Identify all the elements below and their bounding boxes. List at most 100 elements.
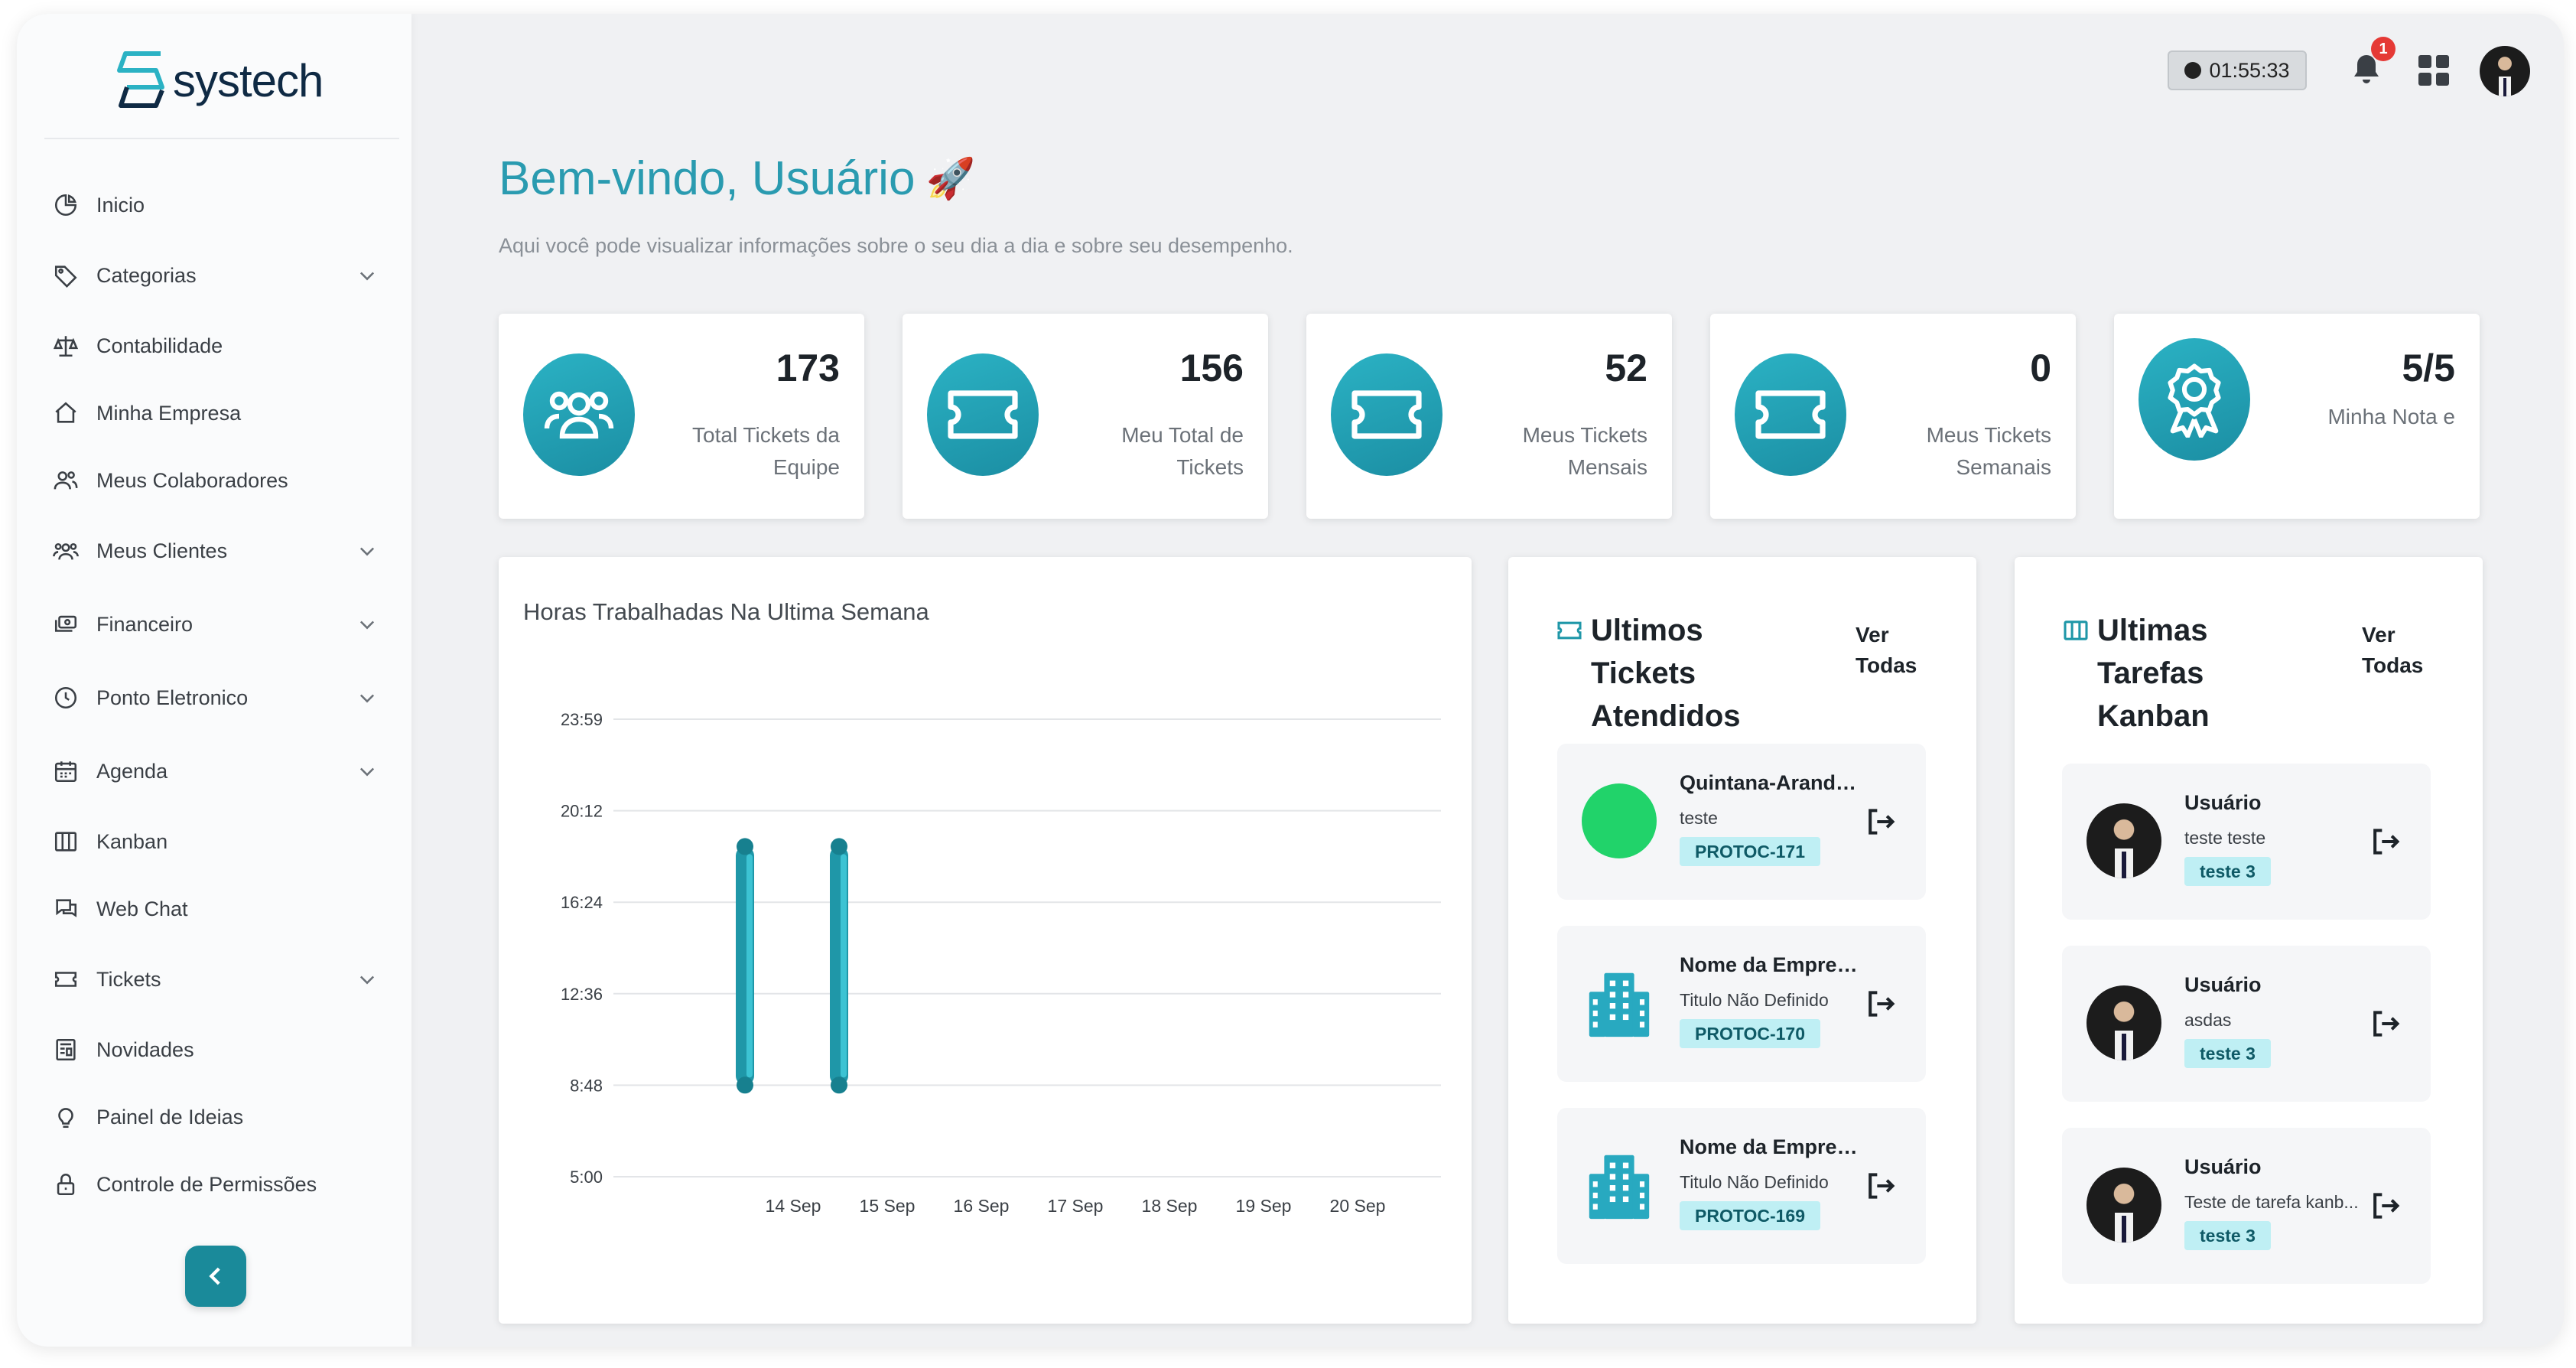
x-tick-label: 16 Sep <box>954 1196 1010 1216</box>
stat-card-my-total-tickets: 156 Meu Total de Tickets <box>903 314 1268 519</box>
hours-chart-card: Horas Trabalhadas Na Ultima Semana 5:00 8… <box>499 557 1472 1324</box>
user-avatar[interactable] <box>2480 46 2530 96</box>
kanban-tag-badge: teste 3 <box>2184 1221 2271 1250</box>
sidebar-item-tickets[interactable]: Tickets <box>41 952 393 1007</box>
sidebar: systech Inicio Categorias Contabilidade … <box>17 14 411 1347</box>
sidebar-item-label: Meus Colaboradores <box>96 468 288 492</box>
app-frame: systech Inicio Categorias Contabilidade … <box>17 14 2564 1347</box>
bell-icon[interactable] <box>2348 52 2385 89</box>
sidebar-item-agenda[interactable]: Agenda <box>41 744 393 799</box>
kanban-list-item[interactable]: Usuário teste teste teste 3 <box>2062 764 2431 920</box>
sidebar-item-inicio[interactable]: Inicio <box>41 178 393 233</box>
columns-icon <box>2064 620 2088 640</box>
x-tick-label: 20 Sep <box>1330 1196 1386 1216</box>
sidebar-item-label: Ponto Eletronico <box>96 686 249 709</box>
rocket-icon: 🚀 <box>925 157 976 201</box>
logo[interactable]: systech <box>115 38 324 122</box>
sidebar-item-label: Financeiro <box>96 612 194 636</box>
open-ticket-icon[interactable] <box>1863 1169 1897 1203</box>
open-task-icon[interactable] <box>2368 1189 2402 1223</box>
sidebar-item-label: Inicio <box>96 193 145 217</box>
lock-icon <box>50 1169 81 1200</box>
users-group-icon <box>50 536 81 566</box>
page-title: Bem-vindo, Usuário 🚀 <box>499 151 975 206</box>
apps-grid-icon[interactable] <box>2418 55 2449 86</box>
chevron-down-icon <box>359 694 375 703</box>
sidebar-item-label: Kanban <box>96 829 168 853</box>
stat-label: Total Tickets da Equipe <box>692 423 840 479</box>
logo-mark-icon <box>117 51 164 108</box>
ticket-list-item[interactable]: Nome da Empres... Titulo Não Definido PR… <box>1557 1108 1926 1264</box>
welcome-title-text: Bem-vindo, Usuário <box>499 152 916 205</box>
sidebar-item-novidades[interactable]: Novidades <box>41 1022 393 1077</box>
scale-icon <box>50 331 81 361</box>
ticket-icon <box>50 964 81 995</box>
stat-label: Minha Nota e <box>2327 405 2455 428</box>
stat-card-monthly-tickets: 52 Meus Tickets Mensais <box>1306 314 1672 519</box>
chart-bar-end <box>737 838 753 855</box>
sidebar-item-meus-clientes[interactable]: Meus Clientes <box>41 523 393 578</box>
sidebar-item-web-chat[interactable]: Web Chat <box>41 881 393 936</box>
ticket-icon <box>927 353 1039 476</box>
recent-tickets-card: Ultimos Tickets Atendidos Ver Todas Quin… <box>1508 557 1976 1324</box>
stat-value: 52 <box>1605 347 1647 389</box>
calendar-icon <box>50 756 81 787</box>
recent-kanban-title: Ultimas Tarefas Kanban <box>2062 609 2314 738</box>
chart-bar-end <box>737 1076 753 1094</box>
sidebar-item-label: Painel de Ideias <box>96 1105 244 1129</box>
stat-value: 156 <box>1179 347 1244 389</box>
sidebar-item-controle-de-permissoes[interactable]: Controle de Permissões <box>41 1157 393 1212</box>
chart-bar-highlight <box>841 854 847 1078</box>
ticket-company: Nome da Empres... <box>1680 953 1863 976</box>
sidebar-item-financeiro[interactable]: Financeiro <box>41 597 393 652</box>
kanban-tag-badge: teste 3 <box>2184 1039 2271 1068</box>
open-ticket-icon[interactable] <box>1863 987 1897 1021</box>
kanban-task-title: Teste de tarefa kanb... <box>2184 1192 2359 1212</box>
open-task-icon[interactable] <box>2368 825 2402 858</box>
x-tick-label: 18 Sep <box>1142 1196 1198 1216</box>
sidebar-item-ponto-eletronico[interactable]: Ponto Eletronico <box>41 670 393 725</box>
clock-icon <box>2184 62 2202 79</box>
users-icon <box>50 465 81 496</box>
ticket-icon <box>1557 621 1582 640</box>
chevron-down-icon <box>359 620 375 630</box>
sidebar-item-label: Controle de Permissões <box>96 1172 317 1196</box>
sidebar-collapse-button[interactable] <box>185 1246 246 1307</box>
ticket-list-item[interactable]: Quintana-Aranda ... teste PROTOC-171 <box>1557 744 1926 900</box>
open-ticket-icon[interactable] <box>1863 805 1897 839</box>
open-task-icon[interactable] <box>2368 1007 2402 1041</box>
sidebar-item-categorias[interactable]: Categorias <box>41 248 393 303</box>
chevron-down-icon <box>359 976 375 985</box>
kanban-list-item[interactable]: Usuário Teste de tarefa kanb... teste 3 <box>2062 1128 2431 1284</box>
kanban-list-item[interactable]: Usuário asdas teste 3 <box>2062 946 2431 1102</box>
sidebar-divider <box>44 138 399 139</box>
hours-chart: 5:00 8:48 12:36 16:24 20:12 23:59 14 Sep 15 Sep… <box>561 710 1441 1216</box>
view-all-kanban-link[interactable]: Ver Todas <box>2362 623 2424 677</box>
sidebar-item-label: Tickets <box>96 967 161 991</box>
stat-label: Meu Total de Tickets <box>1121 423 1244 479</box>
work-timer[interactable]: 01:55:33 <box>2168 50 2307 90</box>
ticket-protocol-badge: PROTOC-169 <box>1680 1201 1821 1230</box>
building-icon <box>1589 972 1650 1037</box>
kanban-task-title: asdas <box>2184 1010 2232 1030</box>
sidebar-item-kanban[interactable]: Kanban <box>41 814 393 869</box>
ticket-icon <box>1331 353 1442 476</box>
sidebar-item-contabilidade[interactable]: Contabilidade <box>41 318 393 373</box>
sidebar-item-meus-colaboradores[interactable]: Meus Colaboradores <box>41 453 393 508</box>
ticket-title: teste <box>1680 808 1718 828</box>
sidebar-item-minha-empresa[interactable]: Minha Empresa <box>41 386 393 441</box>
home-icon <box>50 398 81 428</box>
x-tick-label: 19 Sep <box>1236 1196 1292 1216</box>
chart-bar-end <box>831 838 847 855</box>
status-dot <box>1582 783 1657 858</box>
ticket-list-item[interactable]: Nome da Empres... Titulo Não Definido PR… <box>1557 926 1926 1082</box>
sidebar-item-painel-de-ideias[interactable]: Painel de Ideias <box>41 1090 393 1145</box>
team-icon <box>523 353 635 476</box>
stat-card-weekly-tickets: 0 Meus Tickets Semanais <box>1710 314 2076 519</box>
view-all-tickets-link[interactable]: Ver Todas <box>1856 623 1917 677</box>
award-icon <box>2139 338 2250 461</box>
user-avatar <box>2086 985 2161 1060</box>
chat-icon <box>50 894 81 924</box>
y-tick-label: 8:48 <box>570 1076 603 1095</box>
x-tick-label: 14 Sep <box>766 1196 821 1216</box>
